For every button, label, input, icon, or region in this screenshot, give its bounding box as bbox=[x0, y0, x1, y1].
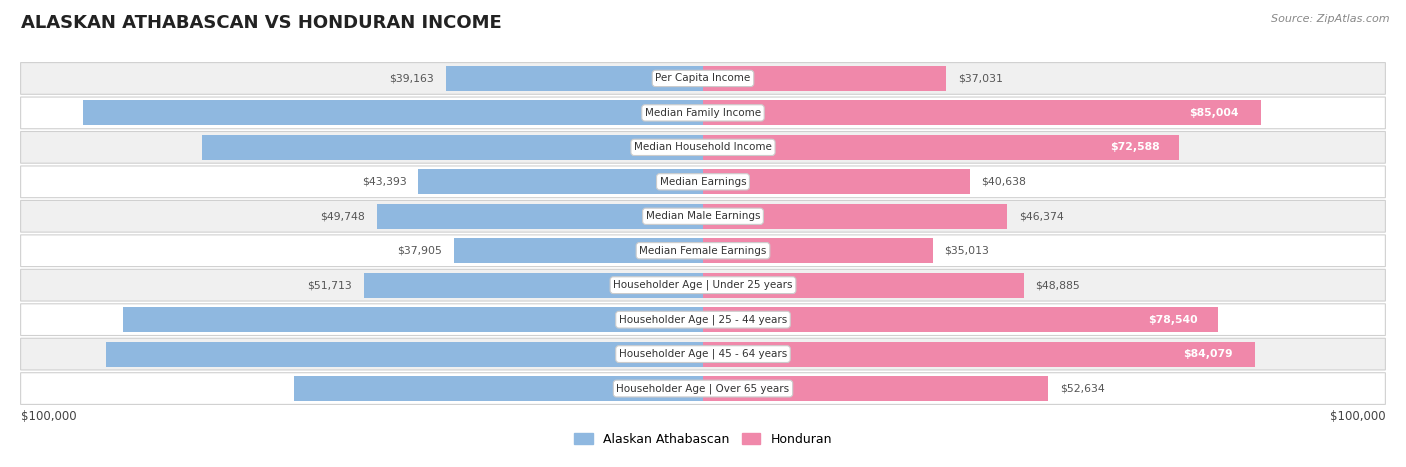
Bar bbox=[703, 135, 1180, 160]
Text: $72,588: $72,588 bbox=[1111, 142, 1160, 152]
Text: $40,638: $40,638 bbox=[981, 177, 1026, 187]
Bar bbox=[454, 238, 703, 263]
FancyBboxPatch shape bbox=[21, 235, 1385, 267]
Bar bbox=[377, 204, 703, 229]
Text: Source: ZipAtlas.com: Source: ZipAtlas.com bbox=[1271, 14, 1389, 24]
Text: $35,013: $35,013 bbox=[945, 246, 990, 256]
Text: $76,383: $76,383 bbox=[683, 142, 733, 152]
Bar bbox=[703, 273, 1024, 297]
Bar bbox=[107, 342, 703, 367]
FancyBboxPatch shape bbox=[21, 269, 1385, 301]
Text: $90,951: $90,951 bbox=[679, 349, 728, 359]
Bar bbox=[202, 135, 703, 160]
Bar bbox=[703, 307, 1219, 332]
Text: $78,540: $78,540 bbox=[1149, 315, 1198, 325]
FancyBboxPatch shape bbox=[21, 373, 1385, 404]
Text: $62,330: $62,330 bbox=[686, 383, 737, 394]
Text: Median Male Earnings: Median Male Earnings bbox=[645, 211, 761, 221]
Text: Householder Age | 45 - 64 years: Householder Age | 45 - 64 years bbox=[619, 349, 787, 359]
Text: Median Female Earnings: Median Female Earnings bbox=[640, 246, 766, 256]
Text: $52,634: $52,634 bbox=[1060, 383, 1105, 394]
FancyBboxPatch shape bbox=[21, 166, 1385, 198]
Text: $43,393: $43,393 bbox=[361, 177, 406, 187]
Bar bbox=[703, 170, 970, 194]
Text: $37,905: $37,905 bbox=[398, 246, 443, 256]
Text: $49,748: $49,748 bbox=[321, 211, 364, 221]
Text: ALASKAN ATHABASCAN VS HONDURAN INCOME: ALASKAN ATHABASCAN VS HONDURAN INCOME bbox=[21, 14, 502, 32]
Text: Median Household Income: Median Household Income bbox=[634, 142, 772, 152]
FancyBboxPatch shape bbox=[21, 338, 1385, 370]
Text: $37,031: $37,031 bbox=[957, 73, 1002, 84]
Text: $100,000: $100,000 bbox=[21, 410, 76, 423]
Text: Per Capita Income: Per Capita Income bbox=[655, 73, 751, 84]
FancyBboxPatch shape bbox=[21, 132, 1385, 163]
Bar bbox=[418, 170, 703, 194]
Bar bbox=[703, 342, 1254, 367]
Legend: Alaskan Athabascan, Honduran: Alaskan Athabascan, Honduran bbox=[569, 428, 837, 451]
FancyBboxPatch shape bbox=[21, 97, 1385, 129]
Bar bbox=[364, 273, 703, 297]
FancyBboxPatch shape bbox=[21, 200, 1385, 232]
Text: Householder Age | Under 25 years: Householder Age | Under 25 years bbox=[613, 280, 793, 290]
Bar bbox=[703, 66, 946, 91]
Text: Median Family Income: Median Family Income bbox=[645, 108, 761, 118]
Text: $51,713: $51,713 bbox=[307, 280, 352, 290]
Text: Median Earnings: Median Earnings bbox=[659, 177, 747, 187]
FancyBboxPatch shape bbox=[21, 304, 1385, 335]
Bar bbox=[703, 376, 1049, 401]
Text: $39,163: $39,163 bbox=[389, 73, 434, 84]
Text: $100,000: $100,000 bbox=[1330, 410, 1385, 423]
Bar bbox=[294, 376, 703, 401]
Text: $46,374: $46,374 bbox=[1019, 211, 1064, 221]
Text: $85,004: $85,004 bbox=[1189, 108, 1239, 118]
Bar bbox=[122, 307, 703, 332]
Text: $94,429: $94,429 bbox=[678, 108, 728, 118]
Text: Householder Age | Over 65 years: Householder Age | Over 65 years bbox=[616, 383, 790, 394]
FancyBboxPatch shape bbox=[21, 63, 1385, 94]
Text: $48,885: $48,885 bbox=[1036, 280, 1080, 290]
Text: Householder Age | 25 - 44 years: Householder Age | 25 - 44 years bbox=[619, 314, 787, 325]
Bar bbox=[83, 100, 703, 125]
Bar bbox=[703, 238, 932, 263]
Text: $84,079: $84,079 bbox=[1182, 349, 1233, 359]
Bar bbox=[446, 66, 703, 91]
Bar bbox=[703, 100, 1261, 125]
Bar bbox=[703, 204, 1007, 229]
Text: $88,446: $88,446 bbox=[679, 315, 730, 325]
